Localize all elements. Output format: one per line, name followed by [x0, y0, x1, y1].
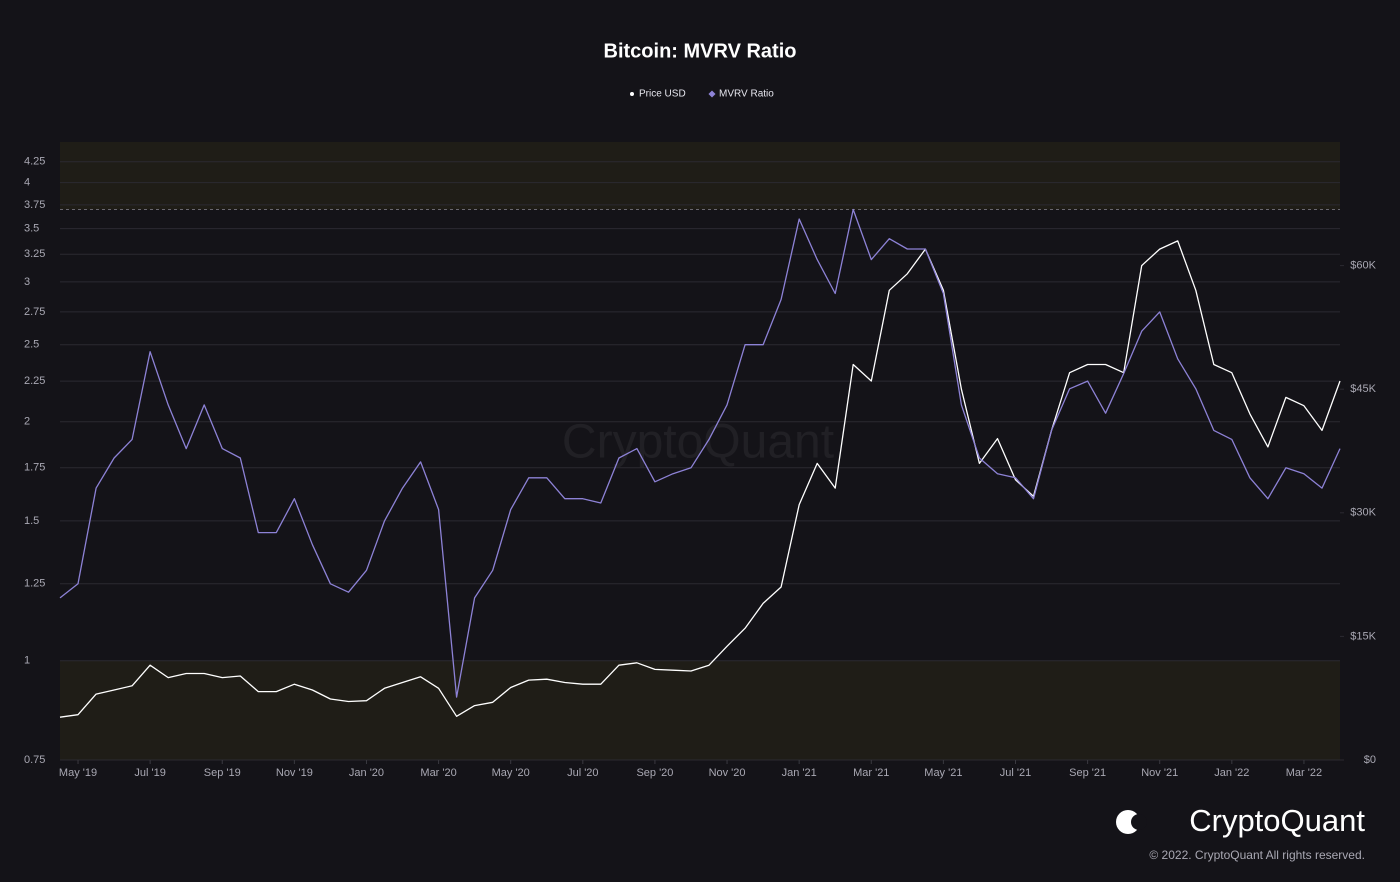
x-tick-label: Mar '22 — [1286, 767, 1322, 779]
legend: Price USD MVRV Ratio — [630, 89, 774, 100]
x-tick-label: Sep '21 — [1069, 767, 1106, 779]
y-tick-label: 3.5 — [24, 223, 39, 235]
logo-mark — [1131, 814, 1147, 830]
series-line — [59, 208, 1341, 698]
y-tick-label: 4 — [24, 177, 30, 189]
x-tick-label: Nov '20 — [709, 767, 746, 779]
y-tick-label: 1.25 — [24, 578, 45, 590]
legend-label: Price USD — [639, 89, 686, 100]
y-tick-label: 4.25 — [24, 156, 45, 168]
x-tick-label: Nov '21 — [1141, 767, 1178, 779]
x-tick-label: Mar '21 — [853, 767, 889, 779]
y2-tick-label: $45K — [1350, 383, 1376, 395]
legend-label: MVRV Ratio — [719, 89, 774, 100]
y-tick-label: 0.75 — [24, 754, 45, 766]
x-tick-label: Jan '20 — [349, 767, 384, 779]
legend-swatch — [708, 90, 716, 98]
y-tick-label: 3 — [24, 276, 30, 288]
x-tick-label: Jul '21 — [1000, 767, 1031, 779]
y2-tick-label: $60K — [1350, 260, 1376, 272]
legend-swatch — [630, 92, 634, 96]
y2-tick-label: $15K — [1350, 630, 1376, 642]
x-tick-label: Jan '22 — [1214, 767, 1249, 779]
y2-tick-label: $0 — [1364, 754, 1376, 766]
x-tick-label: Jul '19 — [134, 767, 165, 779]
x-tick-label: Mar '20 — [420, 767, 456, 779]
y-tick-label: 1 — [24, 655, 30, 667]
watermark: CryptoQuant — [562, 416, 834, 469]
y-tick-label: 2.5 — [24, 339, 39, 351]
zone — [60, 660, 1340, 760]
zone — [60, 142, 1340, 210]
copyright: © 2022. CryptoQuant All rights reserved. — [1149, 848, 1365, 862]
x-tick-label: May '20 — [492, 767, 530, 779]
series-line — [59, 240, 1341, 718]
x-tick-label: May '19 — [59, 767, 97, 779]
y-tick-label: 2.25 — [24, 375, 45, 387]
x-tick-label: Jan '21 — [782, 767, 817, 779]
x-tick-label: May '21 — [924, 767, 962, 779]
y-tick-label: 2.75 — [24, 306, 45, 318]
y-tick-label: 3.75 — [24, 199, 45, 211]
x-tick-label: Nov '19 — [276, 767, 313, 779]
x-tick-label: Jul '20 — [567, 767, 598, 779]
y-tick-label: 1.5 — [24, 515, 39, 527]
y-tick-label: 3.25 — [24, 248, 45, 260]
y-tick-label: 2 — [24, 416, 30, 428]
brand: CryptoQuant — [1189, 803, 1365, 838]
x-tick-label: Sep '19 — [204, 767, 241, 779]
y-tick-label: 1.75 — [24, 462, 45, 474]
chart-title: Bitcoin: MVRV Ratio — [604, 40, 797, 62]
y2-tick-label: $30K — [1350, 507, 1376, 519]
logo — [1116, 810, 1147, 834]
x-tick-label: Sep '20 — [636, 767, 673, 779]
